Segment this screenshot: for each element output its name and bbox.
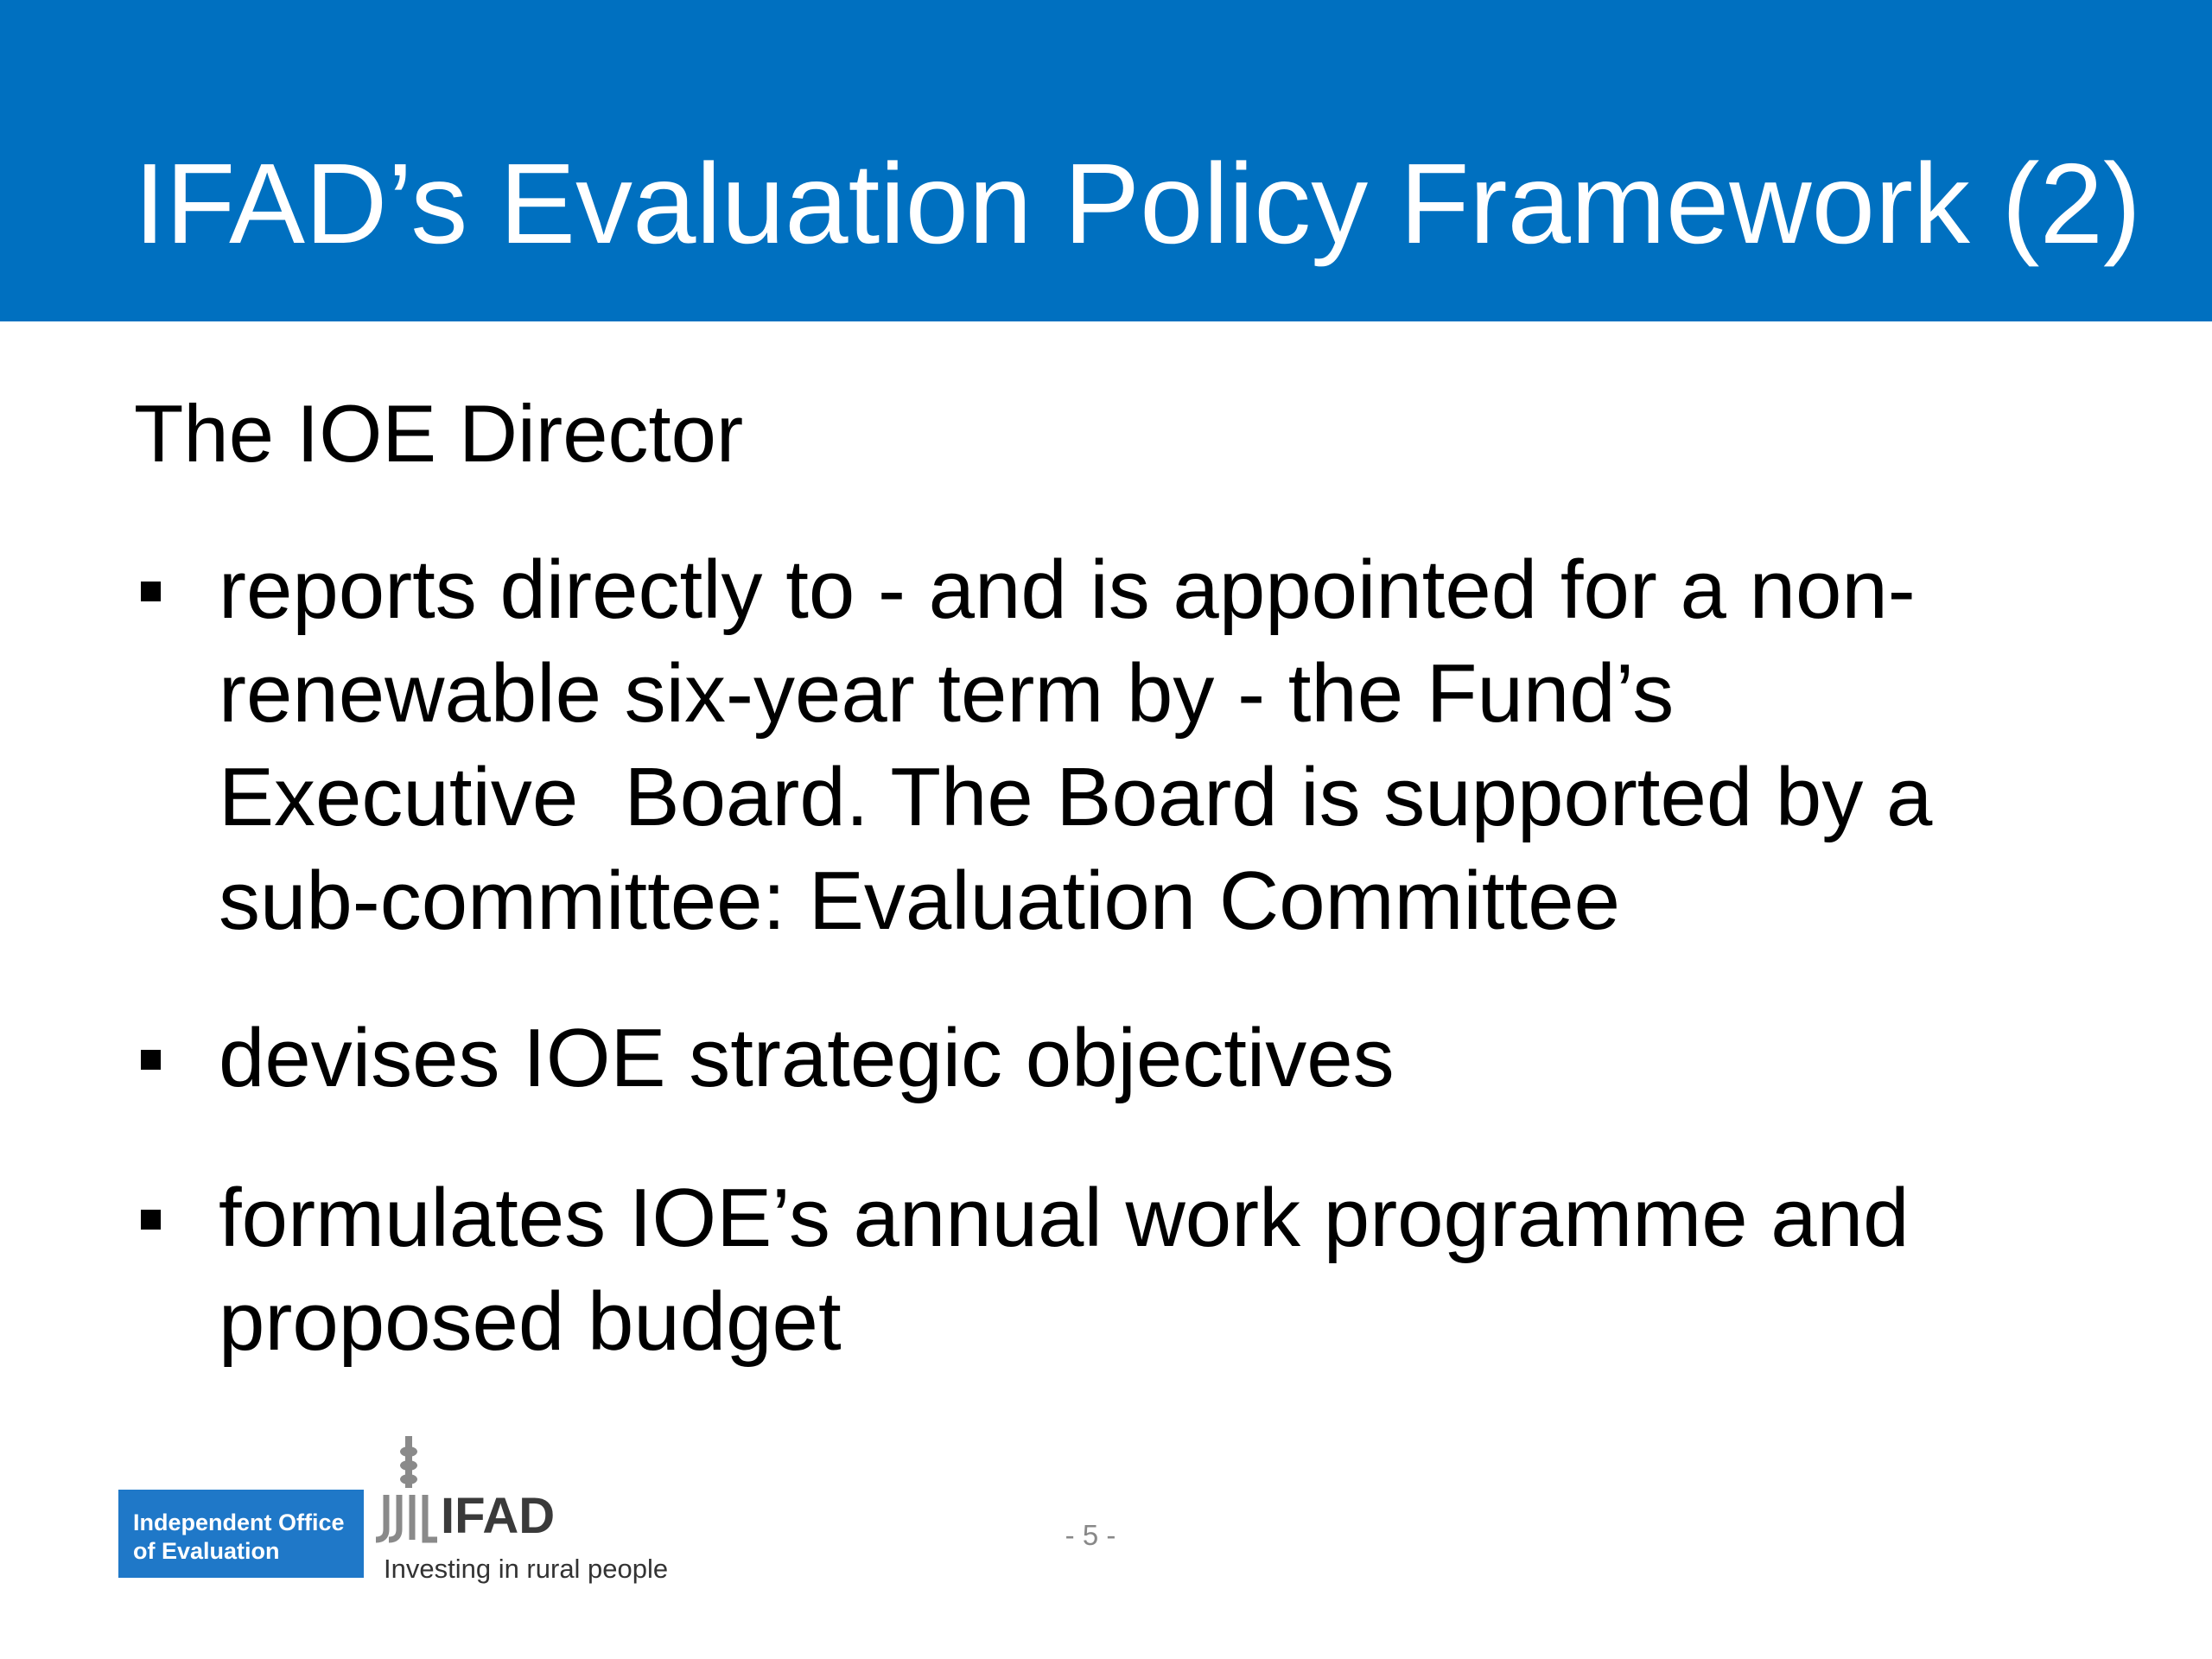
bullet-marker [141, 1050, 161, 1070]
bullet-text: renewable six-year term by - the Fund’s [219, 647, 1674, 740]
ifad-logo: IFAD [441, 1488, 555, 1544]
office-logo-line: Independent Office [133, 1510, 345, 1535]
page-number: - 5 - [1065, 1519, 1116, 1551]
tagline: Investing in rural people [384, 1554, 668, 1584]
slide-title: IFAD’s Evaluation Policy Framework (2) [134, 140, 2141, 267]
bullet-marker [141, 1210, 161, 1230]
office-logo-line: of Evaluation [133, 1538, 280, 1564]
bullet-text: devises IOE strategic objectives [219, 1012, 1395, 1104]
intro: The IOE Director [134, 388, 743, 479]
office-logo-box [118, 1490, 364, 1578]
header-band [0, 0, 2212, 321]
ifad-emblem [375, 1436, 437, 1543]
bullet-text: Executive Board. The Board is supported … [219, 751, 1933, 843]
bullet-text: formulates IOE’s annual work programme a… [219, 1172, 1909, 1264]
bullet-text: reports directly to - and is appointed f… [219, 543, 1916, 636]
bullet-marker [141, 582, 161, 601]
bullet-list: reports directly to - and is appointed f… [141, 543, 1933, 1368]
bullet-text: sub-committee: Evaluation Committee [219, 855, 1620, 947]
bullet-text: proposed budget [219, 1275, 842, 1368]
